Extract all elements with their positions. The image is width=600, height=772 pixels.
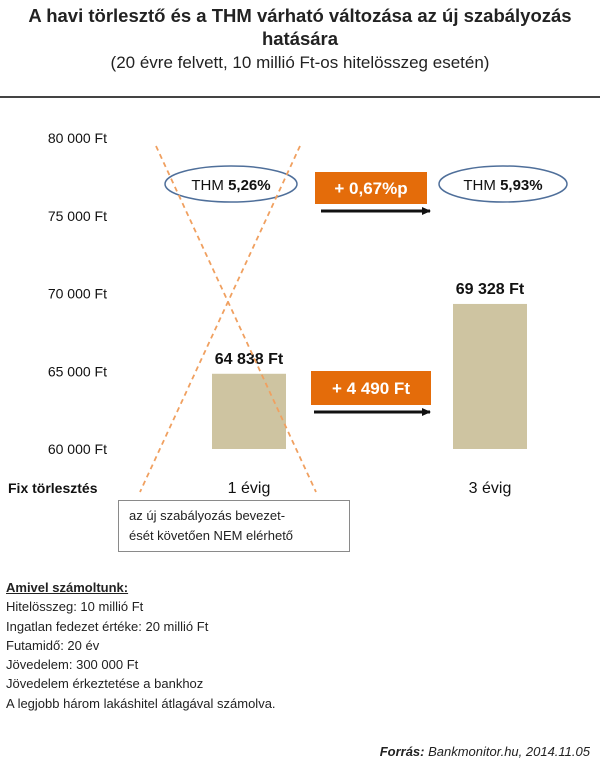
thm-change-label: + 0,67%p bbox=[334, 179, 407, 198]
row-label: Fix törlesztés bbox=[8, 480, 98, 496]
cross-line-1 bbox=[155, 145, 317, 493]
assumption-line: Jövedelem érkeztetése a bankhoz bbox=[6, 676, 204, 692]
bar-value-label: 64 838 Ft bbox=[215, 351, 284, 368]
y-tick-label: 75 000 Ft bbox=[48, 208, 107, 224]
y-tick-label: 65 000 Ft bbox=[48, 363, 107, 379]
assumption-line: A legjobb három lakáshitel átlagával szá… bbox=[6, 695, 276, 711]
payment-change-label: + 4 490 Ft bbox=[332, 379, 410, 398]
assumption-line: Jövedelem: 300 000 Ft bbox=[6, 657, 139, 673]
assumption-line: Futamidő: 20 év bbox=[6, 637, 100, 653]
title-block: A havi törlesztő és a THM várható változ… bbox=[0, 4, 600, 75]
payment-change-badge bbox=[311, 371, 431, 405]
note-line-1: az új szabályozás bevezet- bbox=[129, 508, 286, 523]
thm-1-label: THM 5,26% bbox=[191, 177, 270, 194]
bar bbox=[212, 373, 286, 449]
thm-ellipse-2 bbox=[438, 165, 568, 203]
cross-line-2 bbox=[139, 145, 301, 493]
thm-ellipse-1 bbox=[164, 165, 298, 203]
assumption-line: Hitelösszeg: 10 millió Ft bbox=[6, 599, 144, 615]
bar-value-label: 69 328 Ft bbox=[456, 281, 525, 298]
y-tick-label: 80 000 Ft bbox=[48, 130, 107, 146]
source-text: Bankmonitor.hu, 2014.11.05 bbox=[424, 744, 590, 759]
thm-2-label: THM 5,93% bbox=[463, 177, 542, 194]
source-label: Forrás: bbox=[379, 744, 425, 759]
assumption-line: Ingatlan fedezet értéke: 20 millió Ft bbox=[6, 618, 209, 634]
bar-chart: 60 000 Ft 65 000 Ft 70 000 Ft 75 000 Ft 80 0… bbox=[8, 130, 568, 497]
chart-title: A havi törlesztő és a THM várható változ… bbox=[28, 5, 572, 49]
assumptions-heading: Amivel számoltunk: bbox=[6, 580, 129, 595]
category-label: 1 évig bbox=[228, 480, 271, 497]
note-box: az új szabályozás bevezet- ését követően… bbox=[118, 500, 350, 552]
y-tick-label: 60 000 Ft bbox=[48, 441, 107, 457]
bar bbox=[453, 303, 527, 449]
chart-subtitle: (20 évre felvett, 10 millió Ft-os hitelö… bbox=[110, 53, 490, 72]
thm-change-badge bbox=[315, 172, 427, 204]
category-label: 3 évig bbox=[469, 480, 512, 497]
source-note: Forrás: Bankmonitor.hu, 2014.11.05 bbox=[380, 744, 590, 759]
note-line-2: ését követően NEM elérhető bbox=[129, 528, 294, 543]
divider bbox=[0, 96, 600, 98]
y-tick-label: 70 000 Ft bbox=[48, 286, 107, 302]
assumptions-block: Amivel számoltunk: Hitelösszeg: 10 milli… bbox=[6, 578, 426, 713]
